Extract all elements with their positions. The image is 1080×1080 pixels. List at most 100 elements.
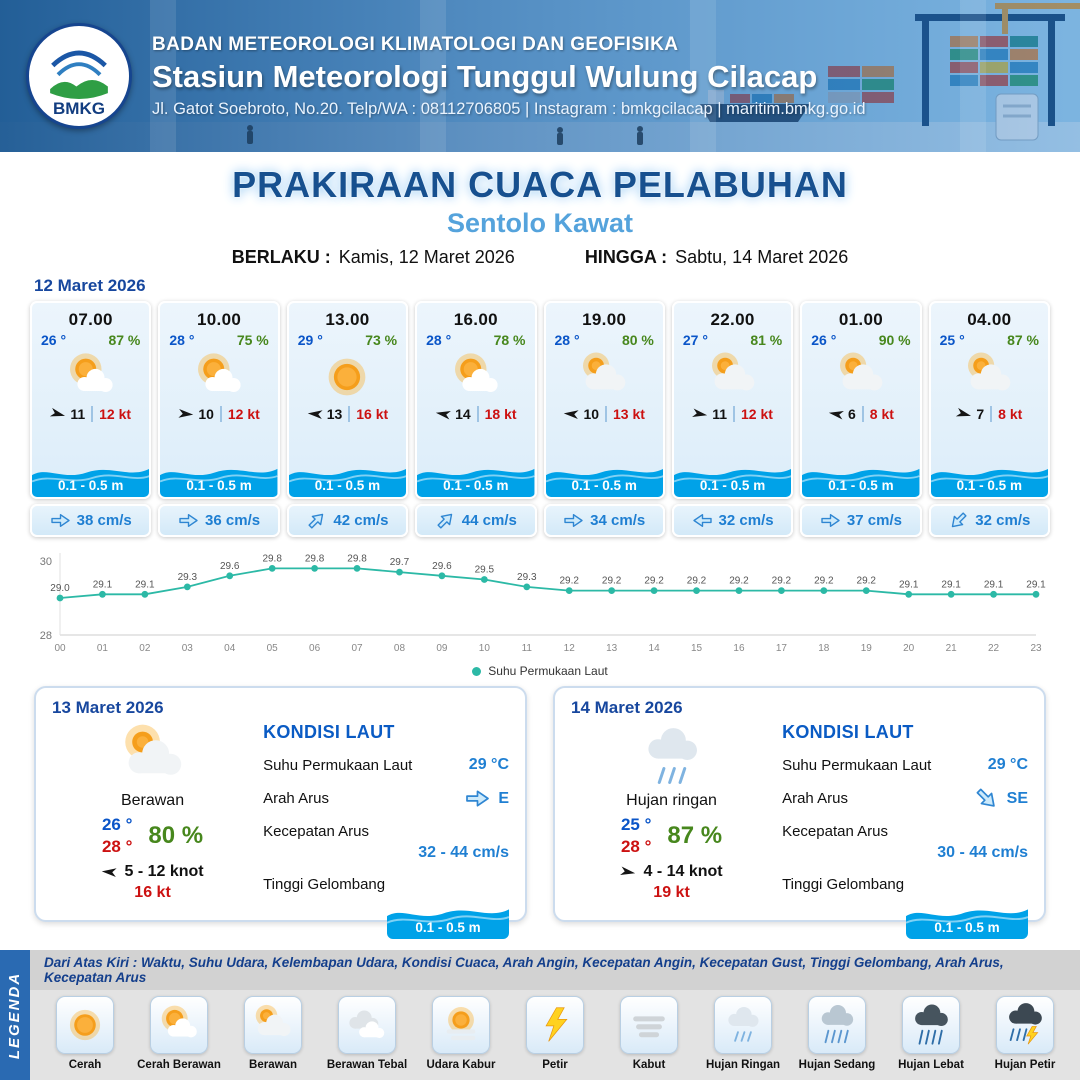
wind-row: 14 18 kt xyxy=(435,406,517,422)
bmkg-logo: BMKG xyxy=(26,23,132,129)
humidity: 80 % xyxy=(621,332,654,348)
weather-icon xyxy=(829,349,893,405)
wind-direction-icon xyxy=(306,405,323,422)
svg-text:23: 23 xyxy=(1030,643,1042,654)
wind-direction-icon xyxy=(101,864,118,881)
weather-icon xyxy=(150,996,208,1054)
svg-text:29.5: 29.5 xyxy=(475,565,495,576)
forecast-time: 01.00 xyxy=(838,310,883,329)
title-section: PRAKIRAAN CUACA PELABUHAN Sentolo Kawat … xyxy=(0,152,1080,268)
sst-row: Suhu Permukaan Laut 29 °C xyxy=(782,756,1028,774)
air-temperature: 27 ° xyxy=(682,332,708,348)
weather-icon xyxy=(432,996,490,1054)
sea-conditions: KONDISI LAUT Suhu Permukaan Laut 29 °C A… xyxy=(253,720,509,946)
forecast-card: 13.00 29 ° 73 % 13 16 kt 0.1 - 0.5 m xyxy=(286,301,409,537)
wind-row: 6 8 kt xyxy=(828,406,894,422)
valid-from: BERLAKU : Kamis, 12 Maret 2026 xyxy=(232,247,515,268)
sst-value: 29 °C xyxy=(987,756,1028,773)
temp-min: 26 ° xyxy=(101,815,133,834)
daily-summary-panels: 13 Maret 2026 Berawan 26 ° 28 ° 80 % 5 xyxy=(0,678,1080,939)
gust-speed: 16 kt xyxy=(348,406,388,422)
temp-min: 25 ° xyxy=(620,815,652,834)
valid-until: HINGGA : Sabtu, 14 Maret 2026 xyxy=(585,247,848,268)
legend-item-label: Berawan Tebal xyxy=(326,1059,408,1071)
temp-humidity-row: 26 ° 87 % xyxy=(32,332,149,348)
header-text-block: BADAN METEOROLOGI KLIMATOLOGI DAN GEOFIS… xyxy=(152,34,866,119)
svg-text:20: 20 xyxy=(903,643,915,654)
panel-weather-summary: Berawan 26 ° 28 ° 80 % 5 - 12 knot 16 kt xyxy=(52,720,253,946)
forecast-time: 13.00 xyxy=(325,310,370,329)
svg-text:29.3: 29.3 xyxy=(517,572,537,583)
forecast-card: 10.00 28 ° 75 % 10 12 kt 0.1 - 0.5 m xyxy=(158,301,280,537)
svg-text:08: 08 xyxy=(394,643,406,654)
svg-text:18: 18 xyxy=(818,643,830,654)
humidity: 90 % xyxy=(878,332,911,348)
wind-row: 10 12 kt xyxy=(178,406,260,422)
svg-text:29.3: 29.3 xyxy=(178,572,198,583)
air-temperature: 28 ° xyxy=(426,332,452,348)
wave-height-value: 0.1 - 0.5 m xyxy=(186,478,252,493)
temp-max: 28 ° xyxy=(620,837,652,857)
svg-text:29.2: 29.2 xyxy=(772,576,792,587)
current-speed: 32 cm/s xyxy=(718,512,774,529)
current-strip: 42 cm/s xyxy=(286,504,409,537)
weather-icon xyxy=(244,996,302,1054)
wind-direction-icon xyxy=(691,405,710,424)
forecast-time: 22.00 xyxy=(710,310,755,329)
current-direction-icon xyxy=(563,512,584,529)
wind-row: 4 - 14 knot xyxy=(620,863,723,881)
wave-height-band: 0.1 - 0.5 m xyxy=(417,457,535,497)
svg-text:29.1: 29.1 xyxy=(135,579,155,590)
svg-text:04: 04 xyxy=(224,643,236,654)
wave-height-value: 0.1 - 0.5 m xyxy=(314,478,381,493)
station-name: Stasiun Meteorologi Tunggul Wulung Cilac… xyxy=(152,58,818,94)
current-direction-text: E xyxy=(498,789,509,807)
forecast-card-main: 13.00 29 ° 73 % 13 16 kt 0.1 - 0.5 m xyxy=(286,301,409,499)
legend-item-label: Cerah Berawan xyxy=(137,1059,221,1071)
current-direction-icon xyxy=(692,512,713,529)
current-direction-text: SE xyxy=(1006,789,1028,807)
sst-label: Suhu Permukaan Laut xyxy=(782,756,932,774)
wave-height-row: Tinggi Gelombang 0.1 - 0.5 m xyxy=(263,876,509,939)
wave-height-band: 0.1 - 0.5 m xyxy=(673,457,792,497)
valid-until-value: Sabtu, 14 Maret 2026 xyxy=(675,247,849,267)
sst-chart-section: 30 28 29.0 00 29.1 01 29.1 02 29.3 03 29.6 04 29.8 05… xyxy=(0,537,1080,678)
bmkg-logo-text: BMKG xyxy=(53,99,105,118)
forecast-time: 16.00 xyxy=(453,310,498,329)
humidity: 78 % xyxy=(493,332,526,348)
legend-item: Hujan Ringan xyxy=(697,996,789,1071)
weather-icon xyxy=(187,349,251,405)
wave-height-label: Tinggi Gelombang xyxy=(782,876,905,893)
weather-icon xyxy=(808,996,866,1054)
temp-humidity-row: 28 ° 75 % xyxy=(160,332,277,348)
svg-text:17: 17 xyxy=(776,643,788,654)
svg-text:29.0: 29.0 xyxy=(50,583,70,594)
current-direction-icon xyxy=(945,507,972,534)
sea-conditions-title: KONDISI LAUT xyxy=(263,722,395,742)
gust-speed: 8 kt xyxy=(861,406,894,422)
humidity: 81 % xyxy=(750,332,783,348)
sst-line-chart: 30 28 29.0 00 29.1 01 29.1 02 29.3 03 29.6 04 29.8 05… xyxy=(40,553,1046,654)
forecast-card-main: 22.00 27 ° 81 % 11 12 kt 0.1 - 0.5 m xyxy=(671,301,794,499)
current-direction-icon xyxy=(464,788,491,809)
current-strip: 32 cm/s xyxy=(671,504,794,537)
gust-speed: 12 kt xyxy=(91,406,131,422)
svg-text:29.8: 29.8 xyxy=(305,553,325,564)
svg-text:00: 00 xyxy=(54,643,66,654)
forecast-card: 16.00 28 ° 78 % 14 18 kt 0.1 - 0.5 m xyxy=(415,301,537,537)
svg-text:29.8: 29.8 xyxy=(347,553,367,564)
valid-from-value: Kamis, 12 Maret 2026 xyxy=(338,247,515,267)
wave-height-band: 0.1 - 0.5 m xyxy=(160,457,278,497)
wind-direction-icon xyxy=(955,404,975,424)
svg-text:29.1: 29.1 xyxy=(984,579,1004,590)
valid-until-label: HINGGA : xyxy=(584,247,668,267)
sst-value: 29 °C xyxy=(468,756,509,773)
current-direction-row: Arah Arus E xyxy=(263,788,509,809)
weather-condition: Hujan ringan xyxy=(626,792,717,809)
gust-speed: 12 kt xyxy=(219,406,260,422)
forecast-card: 07.00 26 ° 87 % 11 12 kt 0.1 - 0.5 m xyxy=(30,301,152,537)
current-strip: 37 cm/s xyxy=(800,504,922,537)
svg-text:12: 12 xyxy=(564,643,576,654)
legend-item-label: Hujan Petir xyxy=(994,1059,1056,1071)
wave-height-value: 0.1 - 0.5 m xyxy=(934,920,1000,935)
